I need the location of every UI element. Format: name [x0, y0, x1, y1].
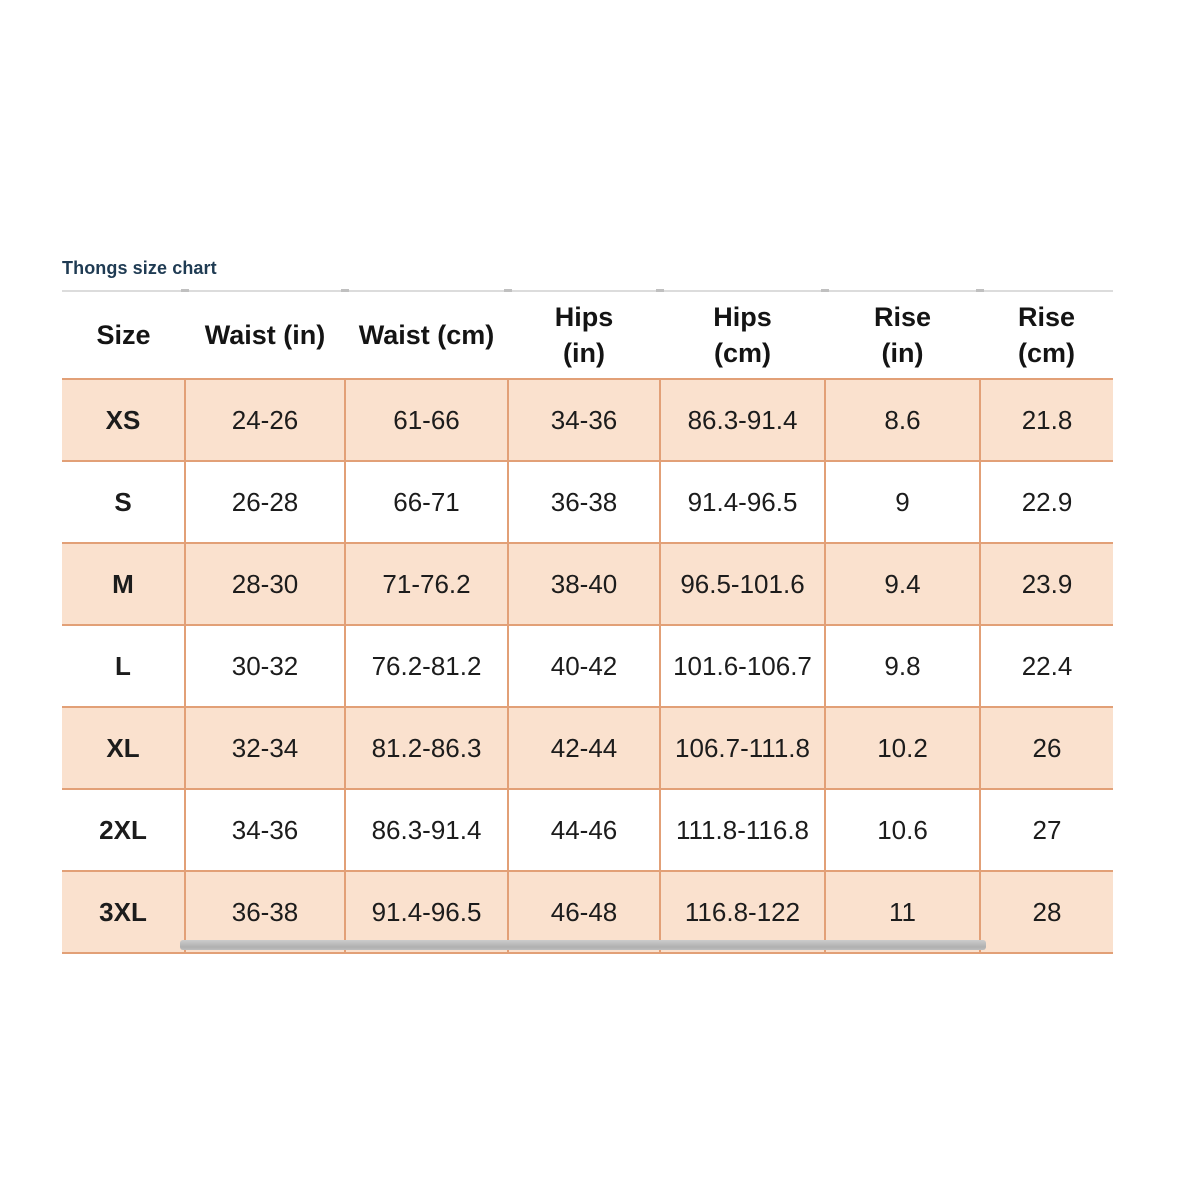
table-cell: 86.3-91.4 — [344, 788, 509, 872]
table-cell: 9 — [824, 460, 981, 544]
table-cell: 91.4-96.5 — [659, 460, 826, 544]
table-cell: 71-76.2 — [344, 542, 509, 626]
column-boundary-tick — [181, 289, 189, 293]
table-cell: 42-44 — [507, 706, 661, 790]
table-cell: 38-40 — [507, 542, 661, 626]
table-cell: 96.5-101.6 — [659, 542, 826, 626]
table-cell: 28-30 — [184, 542, 346, 626]
size-table: Size Waist (in) Waist (cm) Hips (in) Hips (cm)… — [62, 292, 1113, 954]
header-cell: Hips (in) — [508, 292, 660, 379]
header-cell: Rise (in) — [825, 292, 980, 379]
table-cell: 111.8-116.8 — [659, 788, 826, 872]
table-cell: 10.6 — [824, 788, 981, 872]
table-row: S 26-28 66-71 36-38 91.4-96.5 9 22.9 — [62, 460, 1113, 544]
table-cell: 27 — [979, 788, 1113, 872]
table-cell: 36-38 — [507, 460, 661, 544]
table-row: 2XL 34-36 86.3-91.4 44-46 111.8-116.8 10.6 27 — [62, 788, 1113, 872]
page-title: Thongs size chart — [62, 258, 217, 278]
table-cell: 61-66 — [344, 378, 509, 462]
table-cell: 32-34 — [184, 706, 346, 790]
table-cell: 28 — [979, 870, 1113, 954]
size-table-body: XS 24-26 61-66 34-36 86.3-91.4 8.6 21.8 S 26-28 6… — [62, 378, 1113, 954]
table-cell: 26 — [979, 706, 1113, 790]
row-label: L — [62, 624, 186, 708]
column-boundary-tick — [504, 289, 512, 293]
row-label: S — [62, 460, 186, 544]
table-row: XL 32-34 81.2-86.3 42-44 106.7-111.8 10.2 26 — [62, 706, 1113, 790]
row-label: 2XL — [62, 788, 186, 872]
column-boundary-tick — [341, 289, 349, 293]
table-top-rule — [62, 289, 1113, 293]
table-cell: 9.8 — [824, 624, 981, 708]
table-cell: 34-36 — [507, 378, 661, 462]
row-label: XL — [62, 706, 186, 790]
table-cell: 34-36 — [184, 788, 346, 872]
table-row: M 28-30 71-76.2 38-40 96.5-101.6 9.4 23.9 — [62, 542, 1113, 626]
table-cell: 8.6 — [824, 378, 981, 462]
horizontal-scrollbar-thumb[interactable] — [180, 940, 986, 950]
table-cell: 9.4 — [824, 542, 981, 626]
column-boundary-tick — [976, 289, 984, 293]
header-row: Size Waist (in) Waist (cm) Hips (in) Hips (cm)… — [62, 292, 1113, 379]
header-cell: Rise (cm) — [980, 292, 1113, 379]
size-table-header: Size Waist (in) Waist (cm) Hips (in) Hips (cm)… — [62, 292, 1113, 379]
table-cell: 40-42 — [507, 624, 661, 708]
header-cell: Waist (cm) — [345, 292, 508, 379]
column-boundary-tick — [656, 289, 664, 293]
table-cell: 10.2 — [824, 706, 981, 790]
column-boundary-tick — [821, 289, 829, 293]
header-cell: Waist (in) — [185, 292, 345, 379]
table-cell: 44-46 — [507, 788, 661, 872]
table-cell: 101.6-106.7 — [659, 624, 826, 708]
table-cell: 86.3-91.4 — [659, 378, 826, 462]
row-label: 3XL — [62, 870, 186, 954]
row-label: M — [62, 542, 186, 626]
table-cell: 81.2-86.3 — [344, 706, 509, 790]
table-cell: 106.7-111.8 — [659, 706, 826, 790]
table-cell: 23.9 — [979, 542, 1113, 626]
table-cell: 26-28 — [184, 460, 346, 544]
table-row: XS 24-26 61-66 34-36 86.3-91.4 8.6 21.8 — [62, 378, 1113, 462]
table-cell: 24-26 — [184, 378, 346, 462]
table-row: L 30-32 76.2-81.2 40-42 101.6-106.7 9.8 22.4 — [62, 624, 1113, 708]
table-cell: 21.8 — [979, 378, 1113, 462]
header-cell: Size — [62, 292, 185, 379]
table-cell: 76.2-81.2 — [344, 624, 509, 708]
header-cell: Hips (cm) — [660, 292, 825, 379]
table-cell: 66-71 — [344, 460, 509, 544]
table-cell: 22.4 — [979, 624, 1113, 708]
row-label: XS — [62, 378, 186, 462]
table-cell: 22.9 — [979, 460, 1113, 544]
table-cell: 30-32 — [184, 624, 346, 708]
